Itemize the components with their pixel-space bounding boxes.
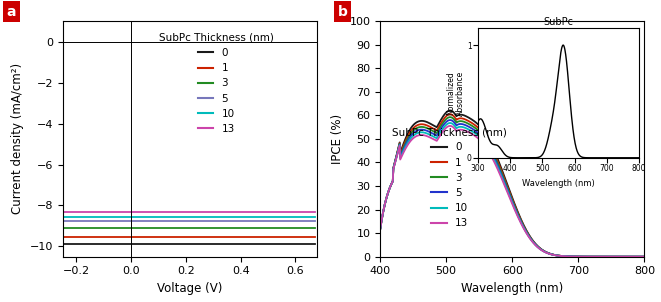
X-axis label: Voltage (V): Voltage (V) — [157, 282, 223, 295]
Legend: 0, 1, 3, 5, 10, 13: 0, 1, 3, 5, 10, 13 — [155, 29, 278, 138]
Y-axis label: IPCE (%): IPCE (%) — [330, 114, 344, 164]
Text: a: a — [7, 5, 17, 19]
Text: b: b — [338, 5, 348, 19]
Y-axis label: Current density (mA/cm²): Current density (mA/cm²) — [11, 63, 24, 214]
X-axis label: Wavelength (nm): Wavelength (nm) — [461, 282, 563, 295]
Legend: 0, 1, 3, 5, 10, 13: 0, 1, 3, 5, 10, 13 — [388, 123, 511, 233]
